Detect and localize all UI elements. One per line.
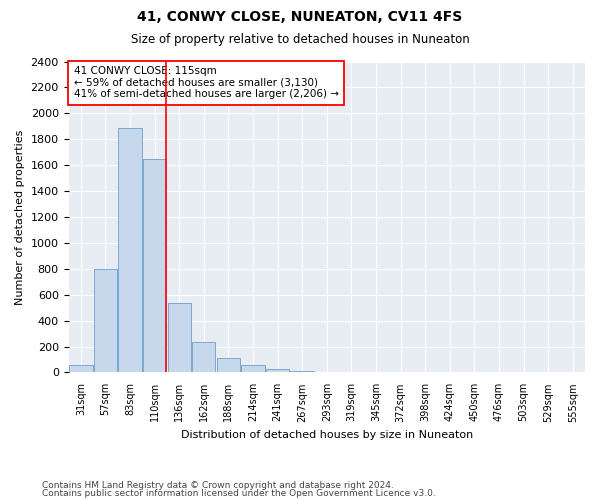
Bar (217, 358, 240, 372)
Text: Contains public sector information licensed under the Open Government Licence v3: Contains public sector information licen… (42, 488, 436, 498)
Bar (143, 158, 166, 372)
Bar (69, 366, 92, 372)
X-axis label: Distribution of detached houses by size in Nuneaton: Distribution of detached houses by size … (181, 430, 473, 440)
Bar (118, 128, 142, 372)
Text: Size of property relative to detached houses in Nuneaton: Size of property relative to detached ho… (131, 32, 469, 46)
Bar (290, 370, 314, 372)
Text: Contains HM Land Registry data © Crown copyright and database right 2024.: Contains HM Land Registry data © Crown c… (42, 481, 394, 490)
Bar (167, 303, 191, 372)
Bar (192, 342, 215, 372)
Bar (94, 269, 117, 372)
Bar (241, 365, 265, 372)
Text: 41, CONWY CLOSE, NUNEATON, CV11 4FS: 41, CONWY CLOSE, NUNEATON, CV11 4FS (137, 10, 463, 24)
Bar (266, 368, 289, 372)
Y-axis label: Number of detached properties: Number of detached properties (15, 130, 25, 304)
Text: 41 CONWY CLOSE: 115sqm
← 59% of detached houses are smaller (3,130)
41% of semi-: 41 CONWY CLOSE: 115sqm ← 59% of detached… (74, 66, 338, 100)
